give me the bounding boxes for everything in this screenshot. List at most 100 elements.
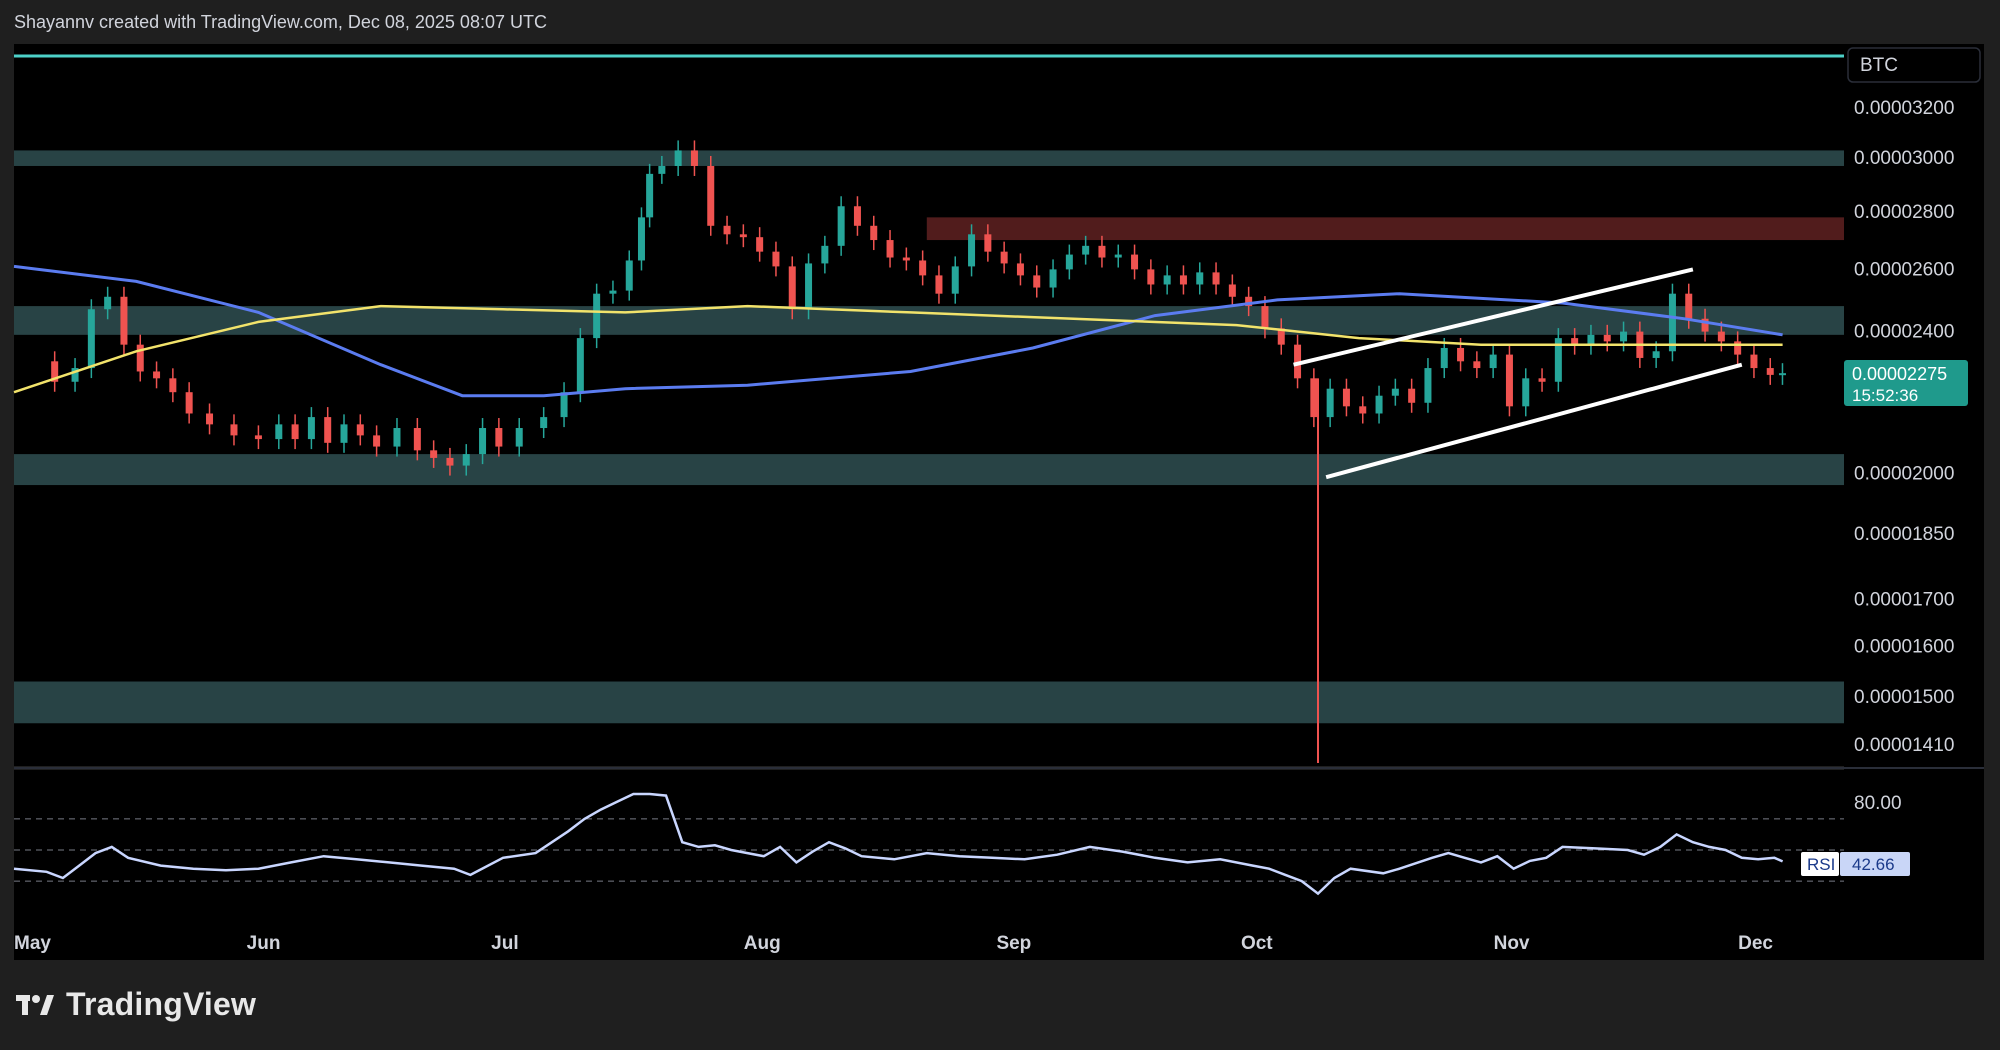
candle-body bbox=[1685, 293, 1693, 319]
candle-body bbox=[120, 296, 128, 345]
candle-body bbox=[1359, 406, 1367, 414]
candle-body bbox=[87, 309, 95, 369]
candle-body bbox=[593, 293, 601, 339]
candle-countdown: 15:52:36 bbox=[1852, 386, 1918, 405]
chart-overlays bbox=[14, 54, 1844, 763]
candle-body bbox=[1228, 284, 1236, 297]
demand-zone-1 bbox=[14, 306, 1844, 335]
candle-body bbox=[1424, 368, 1432, 403]
candle-body bbox=[1766, 368, 1774, 375]
tradingview-logo-icon bbox=[16, 994, 54, 1015]
price-tick-label: 0.00001600 bbox=[1854, 637, 1954, 658]
candle-body bbox=[51, 361, 59, 382]
candle-body bbox=[707, 165, 715, 226]
candle-body bbox=[1571, 338, 1579, 345]
candle-body bbox=[373, 435, 381, 447]
price-tick-label: 0.00001850 bbox=[1854, 524, 1954, 545]
candle-body bbox=[324, 417, 332, 443]
candle-body bbox=[462, 454, 470, 466]
symbol-box[interactable]: BTC bbox=[1847, 47, 1981, 83]
supply-zone bbox=[926, 217, 1844, 241]
candle-body bbox=[275, 424, 283, 440]
channel-line-0 bbox=[1293, 267, 1694, 367]
price-tick-label: 0.00002400 bbox=[1854, 322, 1954, 343]
candle-body bbox=[560, 392, 568, 418]
candle-body bbox=[1750, 354, 1758, 369]
candle-body bbox=[1391, 388, 1399, 396]
candle-body bbox=[723, 225, 731, 235]
candle-body bbox=[1212, 272, 1220, 285]
time-tick-label: Aug bbox=[744, 933, 781, 954]
price-axis[interactable]: 0.00003200 0.00003000 0.00002800 0.00002600… bbox=[1854, 98, 1954, 756]
candle-body bbox=[935, 275, 943, 294]
tradingview-brand[interactable]: TradingView bbox=[16, 986, 256, 1023]
candle-body bbox=[1652, 351, 1660, 358]
candle-body bbox=[495, 428, 503, 447]
candle-body bbox=[951, 266, 959, 294]
candle-body bbox=[1310, 378, 1318, 418]
demand-zone-2 bbox=[14, 454, 1844, 486]
candle-body bbox=[1326, 388, 1334, 418]
candle-body bbox=[1408, 388, 1416, 403]
rsi-badge: RSI 42.66 bbox=[1801, 852, 1910, 876]
price-tick-label: 0.00001700 bbox=[1854, 590, 1954, 611]
trend-channel bbox=[1293, 267, 1743, 480]
time-tick-label: Dec bbox=[1738, 933, 1773, 954]
candle-body bbox=[1065, 254, 1073, 270]
candle-body bbox=[1668, 293, 1676, 352]
candle-body bbox=[886, 240, 894, 258]
candle-body bbox=[772, 251, 780, 267]
candle-body bbox=[153, 371, 161, 379]
candle-body bbox=[206, 413, 214, 425]
candle-body bbox=[1082, 245, 1090, 255]
candle-body bbox=[393, 428, 401, 447]
time-tick-label: May bbox=[14, 933, 51, 954]
demand-zone-3 bbox=[14, 681, 1844, 724]
candle-body bbox=[356, 424, 364, 436]
candle-body bbox=[902, 257, 910, 261]
candle-body bbox=[837, 206, 845, 246]
price-tick-label: 0.00002000 bbox=[1854, 463, 1954, 484]
channel-line-1 bbox=[1325, 362, 1743, 480]
chart-attribution: Shayannv created with TradingView.com, D… bbox=[14, 12, 547, 32]
time-tick-label: Jul bbox=[491, 933, 518, 954]
candle-body bbox=[1701, 318, 1709, 332]
candle-body bbox=[136, 344, 144, 372]
candle-body bbox=[1098, 245, 1106, 258]
candle-body bbox=[254, 435, 262, 440]
candle-body bbox=[1375, 395, 1383, 414]
candle-body bbox=[1538, 378, 1546, 382]
candle-body bbox=[291, 424, 299, 440]
candle-body bbox=[1505, 354, 1513, 407]
time-axis[interactable]: May Jun Jul Aug Sep Oct Nov Dec bbox=[14, 933, 1773, 954]
candle-body bbox=[1261, 306, 1269, 329]
rsi-label: RSI bbox=[1807, 855, 1835, 874]
candle-body bbox=[1245, 296, 1253, 307]
candle-body bbox=[805, 263, 813, 310]
rsi-value: 42.66 bbox=[1852, 855, 1895, 874]
ma-blue-line bbox=[13, 264, 1783, 398]
candle-body bbox=[413, 428, 421, 451]
candle-body bbox=[515, 428, 523, 447]
candle-body bbox=[756, 237, 764, 252]
candle-body bbox=[690, 150, 698, 166]
candle-body bbox=[646, 173, 654, 218]
candle-body bbox=[637, 217, 645, 261]
price-tick-label: 0.00003200 bbox=[1854, 98, 1954, 119]
moving-averages bbox=[13, 264, 1783, 398]
candle-body bbox=[788, 266, 796, 310]
candle-body bbox=[1131, 254, 1139, 270]
candle-body bbox=[968, 234, 976, 267]
candle-body bbox=[1294, 344, 1302, 379]
candle-body bbox=[479, 428, 487, 455]
candle-body bbox=[340, 424, 348, 443]
candle-body bbox=[430, 450, 438, 458]
candle-body bbox=[230, 424, 238, 436]
candle-body bbox=[1603, 334, 1611, 342]
candle-body bbox=[185, 392, 193, 414]
candle-body bbox=[1734, 341, 1742, 355]
support-resistance-zones bbox=[14, 150, 1844, 724]
time-axis-background bbox=[14, 920, 1844, 960]
candle-body bbox=[739, 234, 747, 238]
